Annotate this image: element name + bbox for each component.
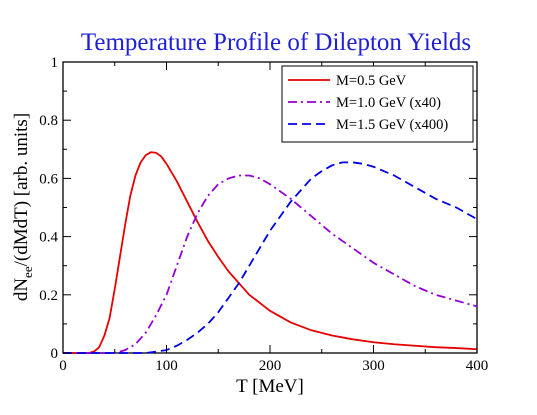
y-axis-label-sub: ee xyxy=(20,266,35,278)
ticks-layer: 0 100 200 300 400 0 0.2 0.4 0.6 0.8 1 xyxy=(39,55,488,374)
y-tick-label: 0.4 xyxy=(39,230,58,246)
y-axis-label: dNee/(dMdT) [arb. units] xyxy=(11,113,35,301)
legend-label-3: M=1.5 GeV (x400) xyxy=(336,117,448,133)
y-tick-label: 0.6 xyxy=(39,171,58,187)
series-line-3 xyxy=(63,161,478,354)
legend: M=0.5 GeV M=1.0 GeV (x40) M=1.5 GeV (x400) xyxy=(281,65,474,143)
chart-title: Temperature Profile of Dilepton Yields xyxy=(81,29,471,56)
series-line-2 xyxy=(63,174,478,354)
x-tick-label: 200 xyxy=(259,358,282,374)
x-tick-label: 0 xyxy=(59,358,67,374)
x-tick-label: 400 xyxy=(466,358,489,374)
y-axis-label-main: dN xyxy=(11,278,32,302)
y-tick-label: 0.8 xyxy=(39,113,58,129)
legend-label-1: M=0.5 GeV xyxy=(336,73,407,89)
y-tick-label: 0 xyxy=(51,346,59,362)
series-line-1 xyxy=(63,151,478,354)
x-tick-label: 300 xyxy=(362,358,385,374)
series-layer xyxy=(63,151,478,354)
legend-box xyxy=(281,65,474,143)
x-tick-label: 100 xyxy=(155,358,178,374)
legend-label-2: M=1.0 GeV (x40) xyxy=(336,95,441,111)
y-tick-label: 0.2 xyxy=(39,288,58,304)
y-axis-label-rest: /(dMdT) [arb. units] xyxy=(11,113,32,267)
x-axis-label: T [MeV] xyxy=(236,376,304,397)
y-tick-label: 1 xyxy=(51,55,59,71)
